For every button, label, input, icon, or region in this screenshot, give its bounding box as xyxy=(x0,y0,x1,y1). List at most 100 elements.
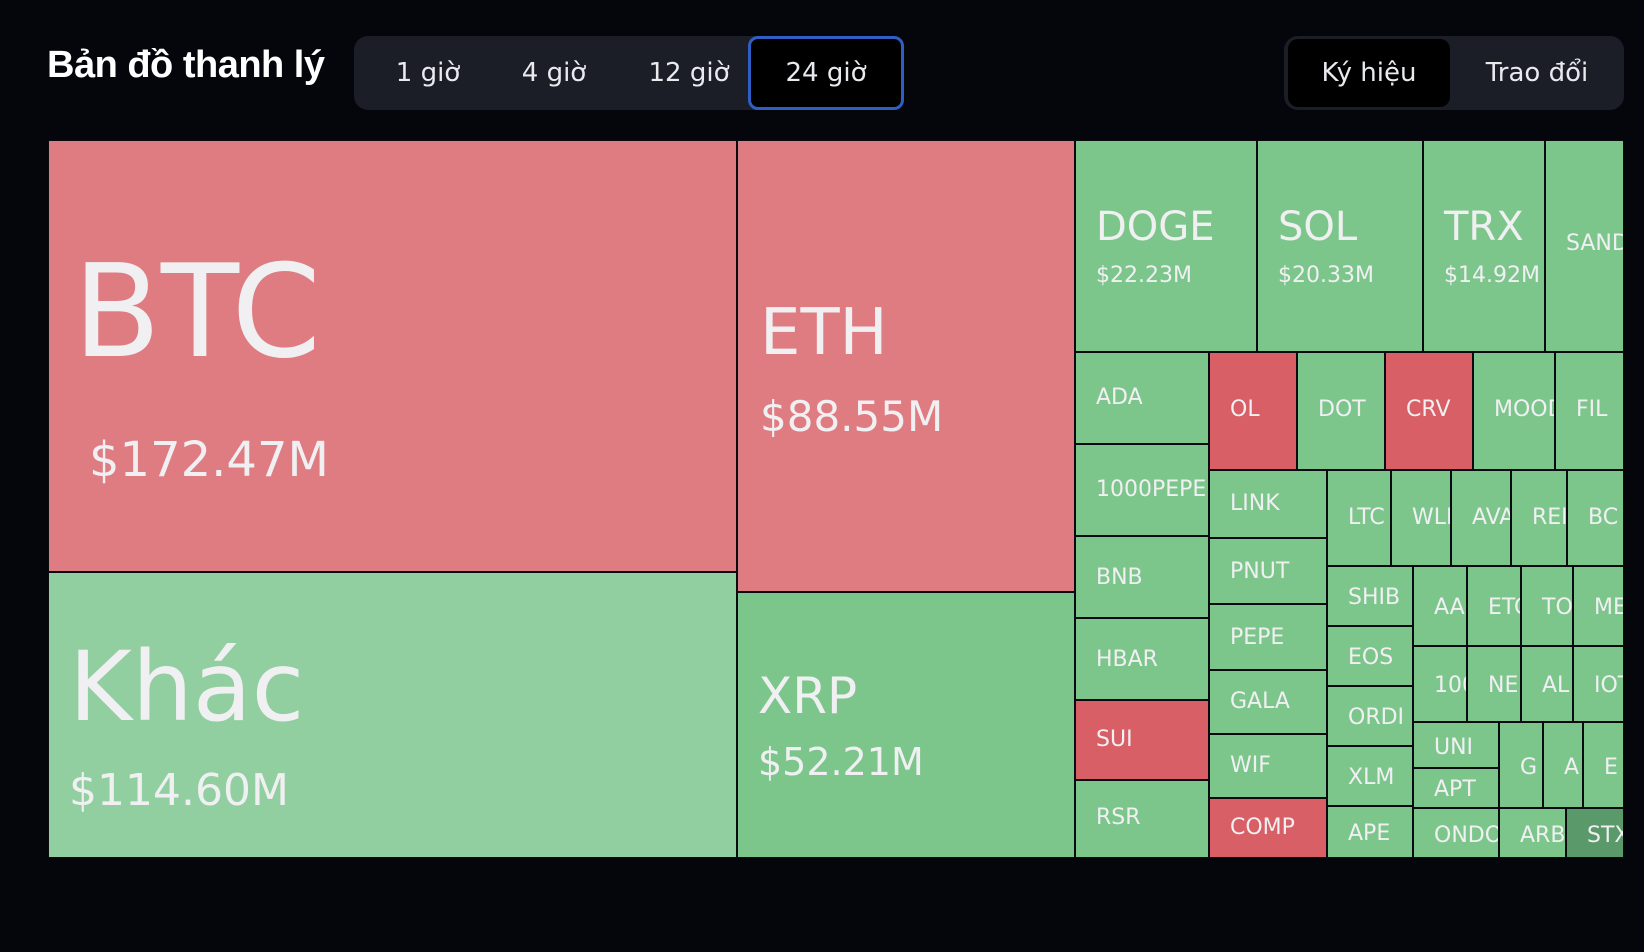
treemap-cell-ava[interactable]: AVA xyxy=(1451,470,1511,566)
treemap-cell-ape[interactable]: APE xyxy=(1327,806,1413,858)
treemap-cell-g[interactable]: G xyxy=(1499,722,1543,808)
treemap-symbol-label: COMP xyxy=(1230,815,1295,840)
treemap-cell-khc[interactable]: Khác $114.60M xyxy=(48,572,737,858)
treemap-symbol-label: TO xyxy=(1542,595,1573,620)
treemap-symbol-label: UNI xyxy=(1434,735,1474,760)
treemap-cell-xrp[interactable]: XRP $52.21M xyxy=(737,592,1075,858)
treemap-symbol-label: WLD xyxy=(1412,505,1450,530)
treemap-cell-wif[interactable]: WIF xyxy=(1209,734,1327,798)
treemap-cell-crv[interactable]: CRV xyxy=(1385,352,1473,470)
treemap-symbol-label: ORDI xyxy=(1348,705,1405,730)
treemap-symbol-label: SOL xyxy=(1278,204,1358,250)
group-by-selector: Ký hiệu Trao đổi xyxy=(1284,36,1624,110)
treemap-symbol-label: LINK xyxy=(1230,491,1280,516)
treemap-cell-ltc[interactable]: LTC xyxy=(1327,470,1391,566)
liquidation-treemap: BTC $172.47M Khác $114.60M ETH $88.55M XRP $52.… xyxy=(48,140,1624,858)
treemap-cell-aa[interactable]: AA xyxy=(1413,566,1467,646)
treemap-cell-eos[interactable]: EOS xyxy=(1327,626,1413,686)
treemap-symbol-label: SAND xyxy=(1566,231,1624,256)
treemap-symbol-label: XRP xyxy=(758,667,858,725)
treemap-cell-gala[interactable]: GALA xyxy=(1209,670,1327,734)
treemap-symbol-label: CRV xyxy=(1406,397,1451,422)
treemap-symbol-label: ETC xyxy=(1488,595,1520,620)
treemap-cell-bc[interactable]: BC xyxy=(1567,470,1624,566)
treemap-symbol-label: ADA xyxy=(1096,385,1143,410)
treemap-cell-me[interactable]: ME xyxy=(1573,566,1624,646)
treemap-symbol-label: ETH xyxy=(760,296,888,370)
treemap-symbol-label: LTC xyxy=(1348,505,1385,530)
treemap-cell-link[interactable]: LINK xyxy=(1209,470,1327,538)
tab-4h[interactable]: 4 giờ xyxy=(521,58,587,88)
treemap-cell-hbar[interactable]: HBAR xyxy=(1075,618,1209,700)
treemap-cell-sol[interactable]: SOL $20.33M xyxy=(1257,140,1423,352)
treemap-symbol-label: STX xyxy=(1587,823,1623,848)
treemap-symbol-label: FIL xyxy=(1576,397,1608,422)
treemap-cell-sand[interactable]: SAND xyxy=(1545,140,1624,352)
treemap-value-label: $14.92M xyxy=(1444,263,1540,288)
treemap-cell-shib[interactable]: SHIB xyxy=(1327,566,1413,626)
treemap-cell-uni[interactable]: UNI xyxy=(1413,722,1499,768)
treemap-cell-xlm[interactable]: XLM xyxy=(1327,746,1413,806)
treemap-cell-trx[interactable]: TRX $14.92M xyxy=(1423,140,1545,352)
treemap-cell-dot[interactable]: DOT xyxy=(1297,352,1385,470)
treemap-cell-stx[interactable]: STX xyxy=(1566,808,1624,858)
treemap-cell-fil[interactable]: FIL xyxy=(1555,352,1624,470)
treemap-cell-1000pepe[interactable]: 1000PEPE xyxy=(1075,444,1209,536)
treemap-cell-sui[interactable]: SUI xyxy=(1075,700,1209,780)
treemap-symbol-label: XLM xyxy=(1348,765,1395,790)
treemap-cell-ol[interactable]: OL xyxy=(1209,352,1297,470)
treemap-symbol-label: BTC xyxy=(73,238,321,387)
treemap-cell-comp[interactable]: COMP xyxy=(1209,798,1327,858)
treemap-cell-pnut[interactable]: PNUT xyxy=(1209,538,1327,604)
treemap-cell-etc[interactable]: ETC xyxy=(1467,566,1521,646)
treemap-symbol-label: REI xyxy=(1532,505,1567,530)
tab-12h[interactable]: 12 giờ xyxy=(648,58,730,88)
treemap-cell-rsr[interactable]: RSR xyxy=(1075,780,1209,858)
treemap-symbol-label: MOOD xyxy=(1494,397,1554,422)
treemap-symbol-label: ME xyxy=(1594,595,1624,620)
treemap-cell-e[interactable]: E xyxy=(1583,722,1624,808)
treemap-symbol-label: ONDO xyxy=(1434,823,1499,848)
treemap-cell-ne[interactable]: NE xyxy=(1467,646,1521,722)
treemap-value-label: $22.23M xyxy=(1096,263,1192,288)
treemap-value-label: $114.60M xyxy=(69,765,289,816)
treemap-cell-btc[interactable]: BTC $172.47M xyxy=(48,140,737,572)
treemap-symbol-label: BNB xyxy=(1096,565,1143,590)
treemap-symbol-label: OL xyxy=(1230,397,1260,422)
treemap-symbol-label: AL xyxy=(1542,673,1570,698)
tab-exchange[interactable]: Trao đổi xyxy=(1485,58,1589,88)
page-title: Bản đồ thanh lý xyxy=(47,44,325,86)
treemap-cell-rei[interactable]: REI xyxy=(1511,470,1567,566)
treemap-cell-ondo[interactable]: ONDO xyxy=(1413,808,1499,858)
treemap-cell-iot[interactable]: IOT xyxy=(1573,646,1624,722)
treemap-cell-a[interactable]: A xyxy=(1543,722,1583,808)
treemap-cell-pepe[interactable]: PEPE xyxy=(1209,604,1327,670)
treemap-cell-eth[interactable]: ETH $88.55M xyxy=(737,140,1075,592)
treemap-symbol-label: IOT xyxy=(1594,673,1623,698)
treemap-symbol-label: BC xyxy=(1588,505,1619,530)
treemap-cell-bnb[interactable]: BNB xyxy=(1075,536,1209,618)
treemap-symbol-label: GALA xyxy=(1230,689,1290,714)
treemap-cell-to[interactable]: TO xyxy=(1521,566,1573,646)
treemap-symbol-label: APT xyxy=(1434,777,1476,802)
treemap-cell-apt[interactable]: APT xyxy=(1413,768,1499,808)
treemap-cell-al[interactable]: AL xyxy=(1521,646,1573,722)
treemap-cell-arb[interactable]: ARB xyxy=(1499,808,1566,858)
treemap-value-label: $172.47M xyxy=(89,432,329,488)
treemap-cell-ada[interactable]: ADA xyxy=(1075,352,1209,444)
treemap-symbol-label: NE xyxy=(1488,673,1519,698)
treemap-symbol-label: EOS xyxy=(1348,645,1394,670)
tab-24h[interactable]: 24 giờ xyxy=(748,36,904,110)
treemap-symbol-label: 100 xyxy=(1434,673,1466,698)
treemap-cell-100[interactable]: 100 xyxy=(1413,646,1467,722)
treemap-symbol-label: DOT xyxy=(1318,397,1366,422)
treemap-symbol-label: PEPE xyxy=(1230,625,1285,650)
tab-1h[interactable]: 1 giờ xyxy=(395,58,461,88)
treemap-cell-wld[interactable]: WLD xyxy=(1391,470,1451,566)
treemap-cell-doge[interactable]: DOGE $22.23M xyxy=(1075,140,1257,352)
treemap-symbol-label: PNUT xyxy=(1230,559,1290,584)
treemap-cell-ordi[interactable]: ORDI xyxy=(1327,686,1413,746)
treemap-symbol-label: APE xyxy=(1348,821,1391,846)
tab-symbol[interactable]: Ký hiệu xyxy=(1288,39,1450,107)
treemap-cell-mood[interactable]: MOOD xyxy=(1473,352,1555,470)
